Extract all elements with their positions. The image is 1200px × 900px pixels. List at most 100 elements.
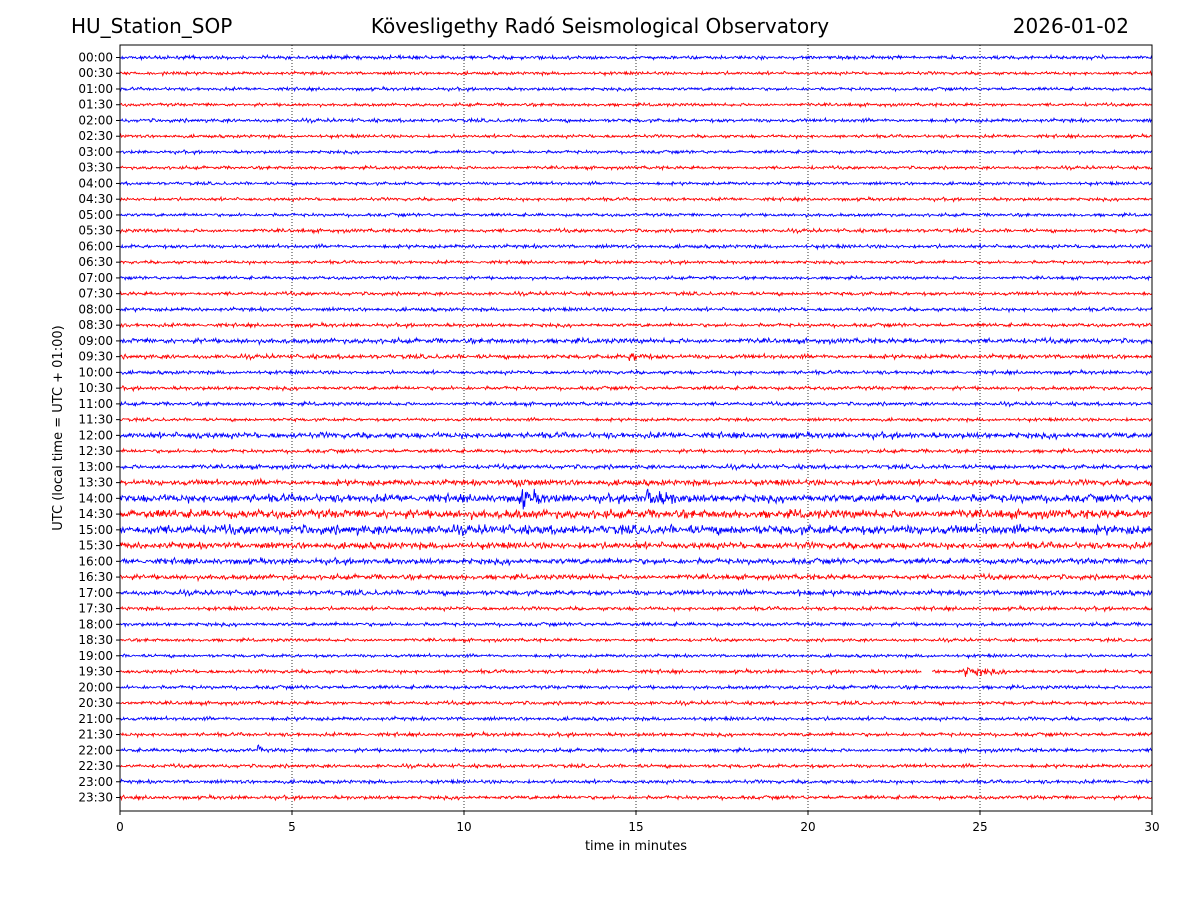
station-name: HU_Station_SOP [71,14,233,38]
y-tick-label: 21:00 [78,712,113,726]
x-tick-label: 25 [972,820,987,834]
y-tick-label: 01:00 [78,82,113,96]
y-tick-label: 22:00 [78,743,113,757]
y-tick-label: 15:00 [78,523,113,537]
trace-0500 [119,211,1153,219]
trace-0000 [119,53,1153,62]
trace-0030 [119,69,1153,78]
x-axis-ticks: 0 5 10 15 20 25 30 [116,811,1160,834]
seismic-traces [119,53,1153,802]
x-tick-label: 5 [288,820,296,834]
x-tick-label: 10 [456,820,471,834]
y-tick-label: 21:30 [78,728,113,742]
y-tick-label: 19:30 [78,665,113,679]
trace-0200 [119,116,1153,125]
trace-1930 [119,666,1153,677]
y-tick-label: 09:30 [78,350,113,364]
y-tick-label: 10:30 [78,381,113,395]
trace-0600 [119,242,1153,251]
trace-0830 [119,321,1153,330]
y-tick-label: 13:00 [78,460,113,474]
trace-1330 [119,477,1153,489]
trace-1430 [119,507,1153,521]
y-tick-label: 15:30 [78,539,113,553]
y-tick-label: 10:00 [78,365,113,379]
trace-1500 [119,523,1153,537]
trace-1400 [119,488,1153,510]
trace-2330 [119,793,1153,802]
y-tick-label: 23:30 [78,791,113,805]
trace-1630 [119,572,1153,583]
trace-1530 [119,540,1153,551]
y-tick-label: 07:30 [78,287,113,301]
trace-0230 [119,132,1153,141]
trace-0800 [119,305,1153,314]
x-tick-label: 0 [116,820,124,834]
trace-0300 [119,148,1153,156]
y-tick-label: 07:00 [78,271,113,285]
trace-0400 [119,180,1153,188]
trace-1100 [119,400,1153,408]
trace-1900 [119,652,1153,660]
grid-lines [291,45,981,811]
trace-2300 [119,777,1153,786]
trace-1030 [119,384,1153,393]
y-tick-label: 01:30 [78,98,113,112]
trace-0900 [119,336,1153,347]
trace-0730 [119,289,1153,298]
y-tick-label: 16:30 [78,570,113,584]
trace-1800 [119,620,1153,629]
y-tick-label: 17:30 [78,602,113,616]
x-tick-label: 15 [628,820,643,834]
trace-0700 [119,274,1152,282]
trace-0130 [119,101,1153,109]
y-tick-label: 02:30 [78,129,113,143]
y-tick-label: 03:00 [78,145,113,159]
trace-0430 [119,195,1153,203]
trace-0330 [119,164,1153,172]
y-tick-label: 13:30 [78,476,113,490]
plot-date: 2026-01-02 [1012,14,1129,38]
trace-1000 [119,368,1153,377]
trace-2230 [119,762,1153,770]
observatory-title: Kövesligethy Radó Seismological Observat… [370,14,830,38]
y-tick-label: 16:00 [78,554,113,568]
y-tick-label: 18:00 [78,617,113,631]
y-tick-label: 04:30 [78,192,113,206]
x-tick-label: 20 [800,820,815,834]
x-axis-label: time in minutes [585,839,687,854]
y-tick-label: 23:00 [78,775,113,789]
y-tick-label: 03:30 [78,161,113,175]
trace-1300 [119,462,1153,472]
trace-1830 [119,636,1153,644]
trace-2000 [119,683,1153,692]
y-tick-label: 11:30 [78,413,113,427]
trace-1130 [119,416,1153,424]
trace-2100 [119,714,1153,723]
trace-1730 [119,604,1153,613]
trace-2200 [119,744,1153,755]
y-tick-label: 02:00 [78,113,113,127]
y-tick-label: 22:30 [78,759,113,773]
trace-2030 [120,699,1153,707]
y-tick-label: 00:00 [78,51,113,65]
y-tick-label: 19:00 [78,649,113,663]
y-tick-label: 09:00 [78,334,113,348]
y-tick-label: 05:30 [78,224,113,238]
y-tick-label: 18:30 [78,633,113,647]
y-axis-label: UTC (local time = UTC + 01:00) [51,325,66,530]
y-tick-label: 14:00 [78,491,113,505]
y-tick-label: 12:00 [78,428,113,442]
y-tick-label: 06:30 [78,255,113,269]
trace-2130 [119,730,1153,739]
y-tick-label: 12:30 [78,444,113,458]
y-tick-label: 06:00 [78,239,113,253]
y-tick-label: 08:30 [78,318,113,332]
trace-0930 [119,352,1153,362]
trace-0100 [119,85,1153,93]
y-tick-label: 20:30 [78,696,113,710]
y-tick-label: 17:00 [78,586,113,600]
y-tick-label: 00:30 [78,66,113,80]
trace-1230 [119,447,1152,456]
